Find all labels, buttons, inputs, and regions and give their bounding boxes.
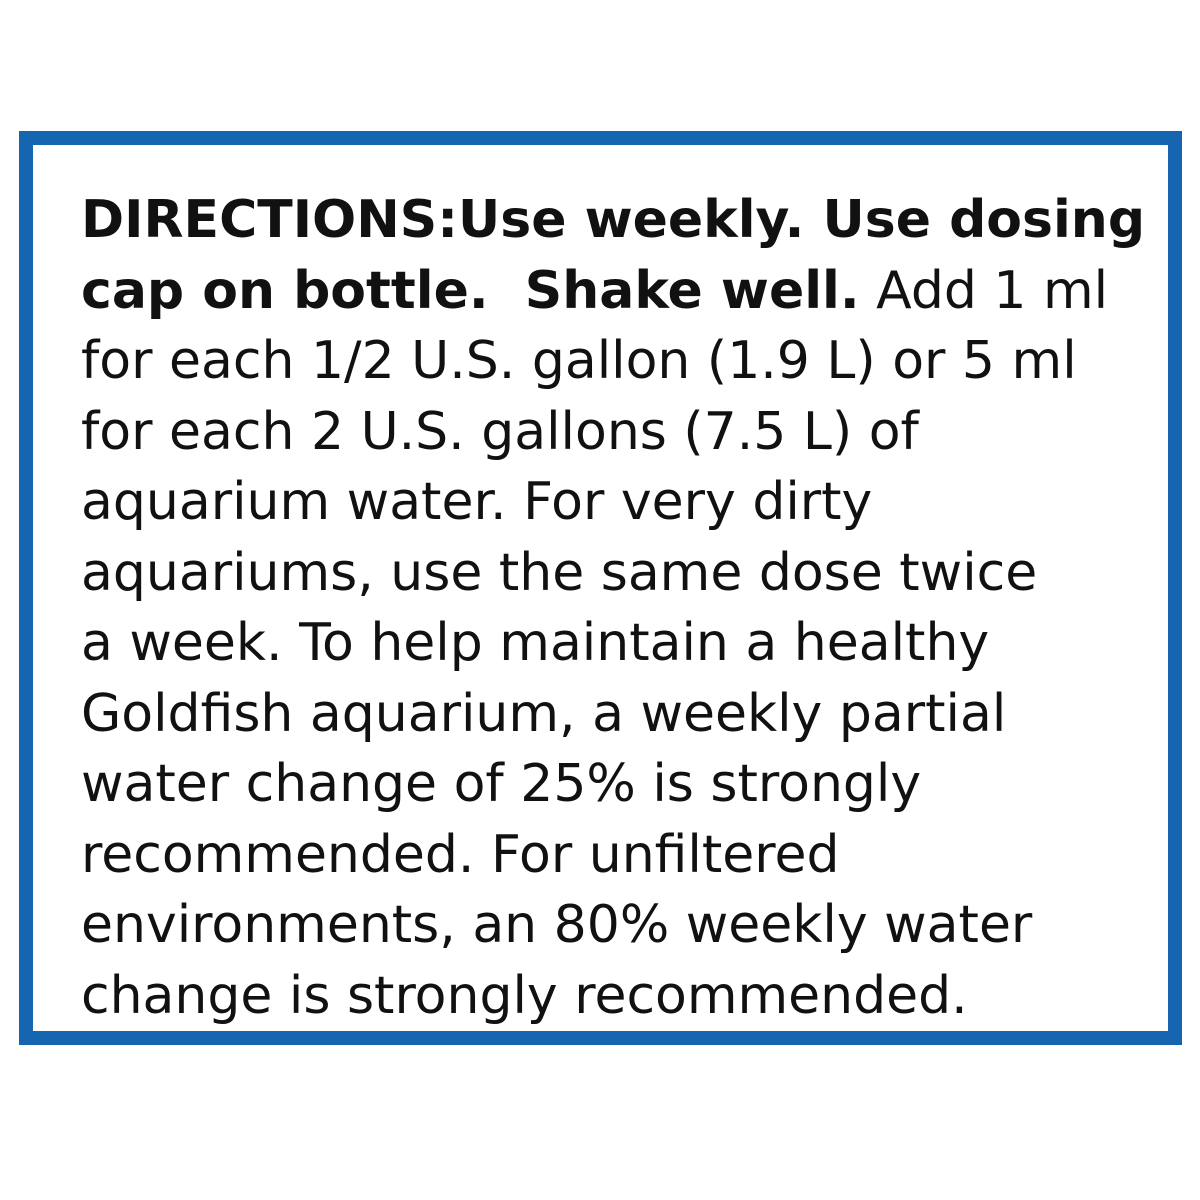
directions-line: change is strongly recommended. (81, 961, 1145, 1032)
directions-line: aquariums, use the same dose twice (81, 538, 1145, 609)
directions-line: aquarium water. For very dirty (81, 467, 1145, 538)
directions-line: Goldfish aquarium, a weekly partial (81, 679, 1145, 750)
directions-label: DIRECTIONS:Use weekly. Use dosing cap on … (19, 131, 1182, 1045)
bold-text: DIRECTIONS:Use weekly. Use dosing (81, 190, 1146, 250)
regular-text: aquariums, use the same dose twice (81, 542, 1038, 603)
bold-text: cap on bottle. Shake well. (81, 260, 860, 321)
regular-text: aquarium water. For very dirty (81, 472, 873, 532)
directions-line: environments, an 80% weekly water (81, 890, 1145, 961)
directions-text: DIRECTIONS:Use weekly. Use dosing cap on … (81, 185, 1145, 1031)
regular-text: a week. To help maintain a healthy (81, 613, 990, 673)
directions-line: for each 1/2 U.S. gallon (1.9 L) or 5 ml (81, 326, 1145, 397)
regular-text: Goldfish aquarium, a weekly partial (81, 683, 1007, 744)
directions-line: for each 2 U.S. gallons (7.5 L) of (81, 397, 1145, 468)
directions-line: recommended. For unfiltered (81, 820, 1145, 891)
regular-text: Add 1 ml (859, 260, 1109, 321)
directions-line: water change of 25% is strongly (81, 749, 1145, 820)
directions-line: a week. To help maintain a healthy (81, 608, 1145, 679)
regular-text: water change of 25% is strongly (81, 754, 922, 814)
regular-text: for each 1/2 U.S. gallon (1.9 L) or 5 ml (81, 331, 1077, 391)
directions-line: cap on bottle. Shake well. Add 1 ml (81, 256, 1145, 327)
regular-text: change is strongly recommended. (81, 965, 968, 1026)
regular-text: recommended. For unfiltered (81, 824, 840, 885)
regular-text: for each 2 U.S. gallons (7.5 L) of (81, 401, 919, 462)
regular-text: environments, an 80% weekly water (81, 895, 1033, 955)
directions-line: DIRECTIONS:Use weekly. Use dosing (81, 185, 1145, 256)
